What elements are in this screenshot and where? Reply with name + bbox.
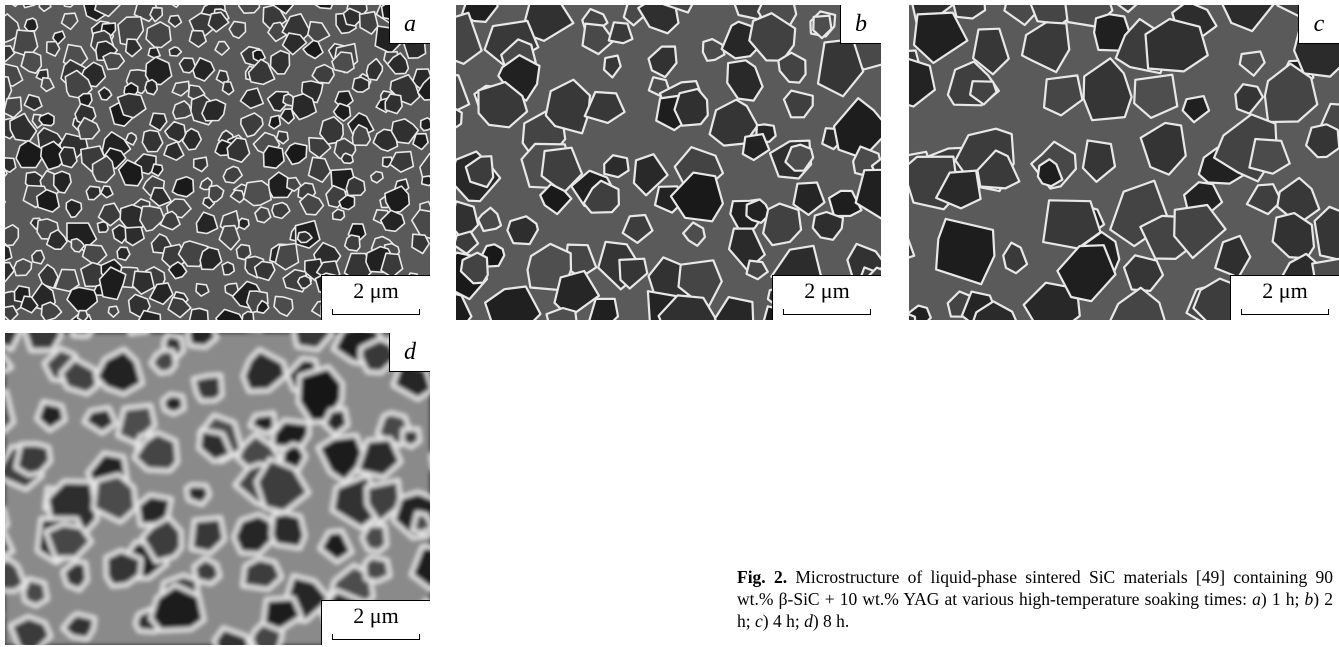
grain-texture [909, 5, 1339, 320]
grain [345, 235, 360, 251]
grain [243, 558, 282, 589]
grain [362, 525, 387, 552]
micrograph-c: c 2 μm [909, 5, 1339, 320]
grain [25, 18, 38, 31]
scale-label: 2 μm [1262, 278, 1307, 303]
grain [97, 222, 108, 233]
scale-label: 2 μm [353, 278, 398, 303]
grain [675, 89, 708, 126]
grain [271, 513, 305, 549]
caption-letter: b [1305, 589, 1314, 609]
grain [186, 485, 210, 505]
grain-texture [5, 5, 430, 320]
scale-label: 2 μm [804, 278, 849, 303]
grain [78, 311, 88, 320]
grain [507, 216, 538, 244]
caption-letter: d [804, 611, 813, 631]
caption-letter: a [1252, 589, 1261, 609]
caption-label: Fig. 2. [737, 567, 787, 587]
grain [189, 308, 208, 320]
grains [5, 333, 430, 645]
grain-texture [5, 333, 430, 645]
grain [63, 5, 74, 7]
grain [145, 80, 157, 95]
scale-bar: 2 μm [772, 275, 881, 320]
micrograph-d: d 2 μm [5, 333, 430, 645]
scale-line [783, 309, 871, 315]
grain [402, 429, 420, 447]
micrograph-a: a 2 μm [5, 5, 430, 320]
caption-letter: c [755, 611, 763, 631]
panel-letter: a [389, 5, 430, 44]
scale-bar: 2 μm [321, 600, 430, 645]
page: a 2 μm b 2 μm c 2 μm d 2 μm Fig. 2. Micr… [0, 0, 1339, 647]
grain [194, 558, 221, 584]
grain [352, 77, 369, 92]
grain-texture [456, 5, 881, 320]
grain [385, 94, 402, 114]
grain [10, 617, 51, 645]
scale-line [332, 309, 420, 315]
grains [456, 5, 881, 320]
caption-item: ) 4 h; [763, 611, 800, 631]
caption-item: ) 1 h; [1261, 589, 1300, 609]
scale-bar: 2 μm [1230, 275, 1339, 320]
scale-line [1241, 309, 1329, 315]
scale-bar: 2 μm [321, 275, 430, 320]
scale-label: 2 μm [353, 603, 398, 628]
grain [271, 51, 290, 74]
micrograph-b: b 2 μm [456, 5, 881, 320]
panel-letter: d [389, 333, 430, 372]
grain [421, 118, 430, 131]
grain [151, 350, 176, 373]
grains [909, 5, 1339, 320]
grain [413, 513, 431, 533]
grain [422, 176, 430, 186]
grains [5, 5, 430, 320]
grain [23, 579, 47, 607]
scale-line [332, 634, 420, 640]
grain [117, 247, 130, 260]
panel-letter: b [840, 5, 881, 44]
grain [341, 153, 353, 163]
caption-text: Microstructure of liquid-phase sintered … [737, 567, 1333, 609]
grain [193, 375, 222, 401]
grain [243, 181, 271, 206]
grain [59, 147, 77, 168]
grain [364, 557, 390, 582]
figure-caption: Fig. 2. Microstructure of liquid-phase s… [737, 566, 1333, 632]
grain [163, 394, 185, 414]
grain [222, 262, 234, 275]
grain [609, 22, 633, 43]
panel-letter: c [1298, 5, 1339, 44]
caption-item: ) 8 h. [813, 611, 849, 631]
